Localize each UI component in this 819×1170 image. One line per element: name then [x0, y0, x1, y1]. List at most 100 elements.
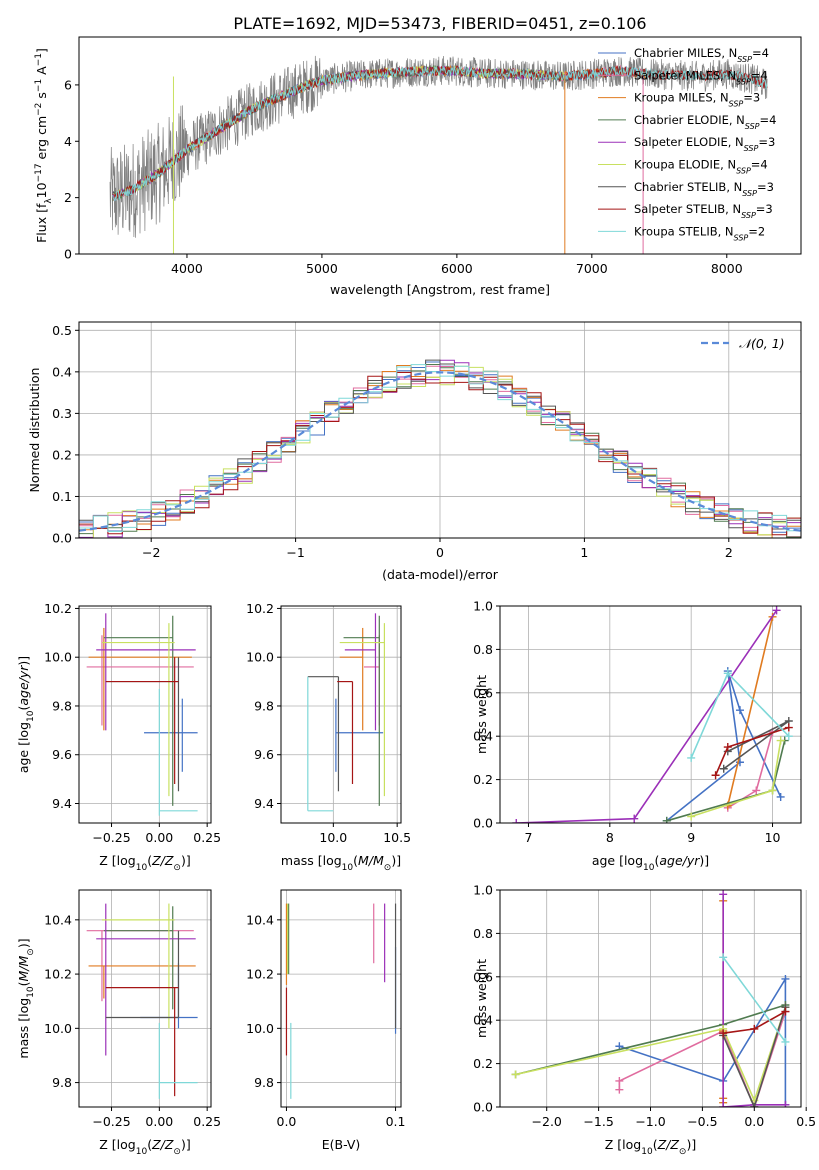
- normal-curve-line: [79, 371, 801, 532]
- weight-plot-area: [511, 890, 790, 1107]
- weight-marker: [781, 974, 790, 983]
- errorbar-plot-area: [86, 903, 198, 1099]
- y-axis-label: mass weight: [474, 959, 489, 1038]
- y-tick-label: 0.2: [473, 1056, 493, 1071]
- y-tick-label: 1.0: [473, 883, 493, 898]
- y-tick-label: 0.6: [473, 969, 493, 984]
- weight-marker: [723, 669, 732, 678]
- x-axis-label: Z [log10(Z/Z⊙)]: [605, 1137, 696, 1157]
- model-spectrum-line: [112, 64, 646, 201]
- y-tick-label: 9.4: [254, 796, 274, 811]
- errorbar-point: [339, 623, 386, 797]
- y-tick-label: 10.4: [44, 912, 72, 927]
- spectrum-panel: 4000 5000 6000 7000 8000 0 2 4 6 wavelength [Angs…: [34, 36, 802, 297]
- weight-marker: [719, 890, 728, 899]
- errorbar-point: [105, 987, 179, 1097]
- weight-marker: [776, 736, 785, 745]
- y-tick-label: 0.3: [52, 406, 72, 421]
- x-axis-label: Z [log10(Z/Z⊙)]: [99, 853, 190, 873]
- y-tick-label: 0.2: [473, 772, 493, 787]
- x-tick-label: 0: [436, 545, 444, 560]
- errorbar-point: [344, 613, 377, 731]
- x-tick-label: 9: [687, 830, 695, 845]
- x-tick-label: 0.5: [796, 1114, 816, 1129]
- model-spectrum-line: [112, 65, 768, 201]
- x-tick-label: −0.5: [687, 1114, 717, 1129]
- histogram-step-line: [79, 372, 801, 536]
- histogram-step-line: [79, 359, 801, 530]
- legend-label: Chabrier MILES, NSSP=4: [634, 46, 769, 64]
- x-tick-label: −0.25: [92, 830, 130, 845]
- axes-frame: [280, 605, 402, 824]
- model-spectrum-line: [112, 65, 646, 201]
- x-tick-label: 0.25: [193, 830, 221, 845]
- weight-marker: [687, 753, 696, 762]
- weight-marker: [719, 953, 728, 962]
- y-tick-label: 10.2: [44, 967, 72, 982]
- errorbar-point: [158, 1022, 198, 1099]
- legend-label: Kroupa MILES, NSSP=3: [634, 91, 760, 109]
- errorbar-point: [86, 635, 194, 726]
- y-tick-label: 0.4: [473, 729, 493, 744]
- weight-marker: [719, 1103, 728, 1107]
- weight-series-line: [515, 1006, 787, 1103]
- y-tick-label: 0.8: [473, 642, 493, 657]
- errorbar-plot-area: [307, 613, 386, 812]
- y-tick-label: 0.4: [473, 1013, 493, 1028]
- y-axis-label: mass [log10(M/M⊙)]: [16, 938, 36, 1058]
- y-tick-label: 10.0: [44, 1021, 72, 1036]
- age-vs-mass-panel: 10.0 10.5 9.4 9.6 9.8 10.0 10.2 mass [log10(M/M…: [246, 601, 411, 873]
- errorbar-plot-area: [86, 613, 198, 816]
- weight-marker: [719, 764, 728, 773]
- axes-frame: [78, 605, 212, 824]
- weight-marker: [735, 706, 744, 715]
- x-tick-label: 0.1: [386, 1114, 406, 1129]
- weight-marker: [719, 1029, 728, 1038]
- legend-label: Kroupa STELIB, NSSP=2: [634, 224, 765, 242]
- weight-series-line: [727, 616, 774, 806]
- y-axis-label: mass weight: [474, 675, 489, 754]
- spectrum-plot-area: [109, 55, 768, 254]
- errorbar-point: [101, 903, 175, 1029]
- y-tick-label: 0: [64, 247, 72, 262]
- y-tick-label: 9.8: [254, 1075, 274, 1090]
- x-tick-label: 0.25: [193, 1114, 221, 1129]
- axes-frame: [280, 889, 402, 1108]
- x-tick-label: 0.0: [277, 1114, 297, 1129]
- y-tick-label: 9.8: [52, 698, 72, 713]
- y-tick-label: 0.8: [473, 926, 493, 941]
- y-tick-label: 10.2: [246, 601, 274, 616]
- y-tick-label: 10.4: [246, 912, 274, 927]
- x-tick-label: 7000: [576, 261, 608, 276]
- x-axis-label: mass [log10(M/M⊙)]: [281, 853, 401, 873]
- y-tick-label: 0.0: [473, 1100, 493, 1115]
- x-axis-label: (data-model)/error: [382, 567, 499, 582]
- x-tick-label: −2.0: [532, 1114, 562, 1129]
- mass-vs-metallicity-panel: −0.25 0.00 0.25 9.8 10.0 10.2 10.4 Z [log10(Z/Z…: [16, 889, 221, 1157]
- x-tick-label: 8000: [711, 261, 743, 276]
- weight-marker: [662, 816, 671, 823]
- weight-series-line: [516, 609, 778, 823]
- x-tick-label: −1.0: [635, 1114, 665, 1129]
- x-axis-label: wavelength [Angstrom, rest frame]: [330, 282, 550, 297]
- weight-marker: [615, 1076, 624, 1085]
- model-spectrum-line: [112, 65, 768, 202]
- figure-title: PLATE=1692, MJD=53473, FIBERID=0451, z=0…: [233, 14, 646, 33]
- y-tick-label: 2: [64, 190, 72, 205]
- y-tick-label: 6: [64, 77, 72, 92]
- errorbar-point: [337, 680, 354, 784]
- weight-marker: [711, 771, 720, 780]
- x-axis-label: E(B-V): [322, 1137, 361, 1152]
- y-tick-label: 0.1: [52, 489, 72, 504]
- weight-marker: [768, 786, 777, 795]
- x-tick-label: 8: [606, 830, 614, 845]
- y-tick-label: 0.2: [52, 447, 72, 462]
- histogram-step-line: [79, 359, 801, 538]
- y-tick-label: 1.0: [473, 599, 493, 614]
- legend-label: Salpeter STELIB, NSSP=3: [634, 202, 773, 220]
- weight-vs-age-panel: 7 8 9 10 0.0 0.2 0.4 0.6 0.8 1.0 mass weight age [l…: [473, 599, 802, 873]
- legend-label: Salpeter MILES, NSSP=4: [634, 68, 768, 86]
- model-spectrum-line: [112, 64, 646, 201]
- x-tick-label: 10: [765, 830, 781, 845]
